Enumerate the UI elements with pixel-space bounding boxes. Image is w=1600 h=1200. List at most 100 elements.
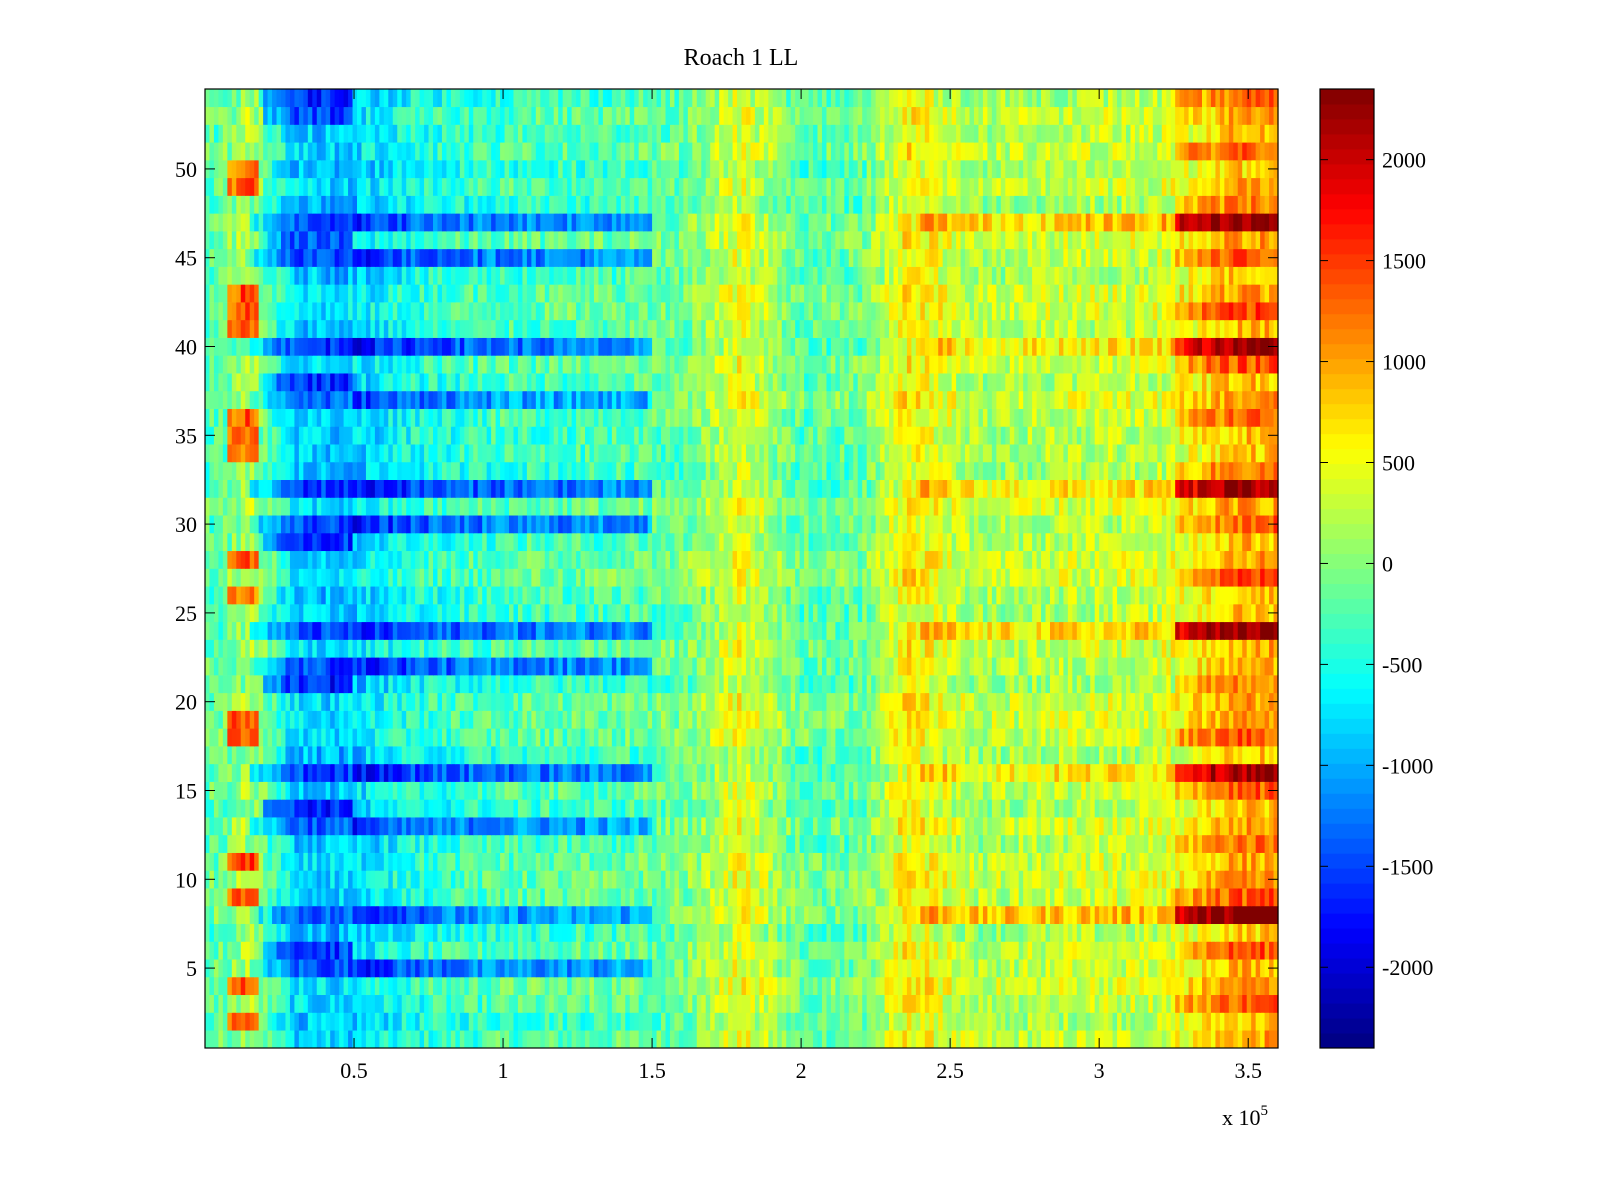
heatmap-cell bbox=[1112, 781, 1118, 800]
heatmap-cell bbox=[1023, 923, 1029, 942]
heatmap-cell bbox=[674, 1030, 680, 1049]
heatmap-cell bbox=[227, 817, 233, 836]
heatmap-cell bbox=[240, 959, 246, 978]
heatmap-cell bbox=[781, 1012, 787, 1031]
heatmap-cell bbox=[446, 1030, 452, 1049]
heatmap-cell bbox=[370, 728, 376, 747]
heatmap-cell bbox=[1188, 852, 1194, 871]
heatmap-cell bbox=[1058, 888, 1064, 907]
heatmap-cell bbox=[294, 746, 300, 765]
heatmap-cell bbox=[410, 923, 416, 942]
heatmap-cell bbox=[625, 941, 631, 960]
heatmap-cell bbox=[701, 817, 707, 836]
heatmap-cell bbox=[567, 710, 573, 729]
heatmap-cell bbox=[732, 852, 738, 871]
heatmap-cell bbox=[951, 976, 957, 996]
heatmap-cell bbox=[245, 1012, 251, 1031]
heatmap-cell bbox=[1219, 941, 1225, 960]
heatmap-cell bbox=[441, 746, 448, 765]
heatmap-cell bbox=[808, 852, 814, 871]
heatmap-cell bbox=[813, 763, 819, 782]
heatmap-cell bbox=[571, 675, 577, 694]
heatmap-cell bbox=[942, 675, 948, 694]
heatmap-cell bbox=[669, 692, 676, 711]
heatmap-cell bbox=[459, 728, 465, 747]
heatmap-cell bbox=[638, 746, 644, 765]
heatmap-cell bbox=[982, 692, 988, 711]
heatmap-cell bbox=[464, 923, 470, 942]
heatmap-cell bbox=[638, 728, 644, 747]
heatmap-cell bbox=[1152, 710, 1158, 729]
heatmap-cell bbox=[285, 888, 291, 907]
heatmap-cell bbox=[1081, 852, 1087, 871]
heatmap-cell bbox=[759, 870, 765, 889]
heatmap-cell bbox=[1032, 923, 1038, 942]
heatmap-cell bbox=[361, 763, 367, 782]
heatmap-cell bbox=[1193, 852, 1199, 871]
heatmap-cell bbox=[1210, 994, 1217, 1013]
heatmap-cell bbox=[585, 675, 591, 694]
heatmap-cell bbox=[343, 1012, 349, 1031]
heatmap-cell bbox=[388, 817, 394, 836]
heatmap-cell bbox=[652, 1030, 658, 1049]
heatmap-cell bbox=[562, 888, 568, 907]
heatmap-cell bbox=[517, 905, 524, 924]
heatmap-cell bbox=[267, 710, 273, 729]
heatmap-cell bbox=[361, 781, 367, 800]
heatmap-cell bbox=[433, 746, 439, 765]
heatmap-cell bbox=[473, 905, 479, 924]
heatmap-cell bbox=[245, 746, 251, 765]
heatmap-cell bbox=[383, 763, 389, 782]
heatmap-cell bbox=[312, 888, 318, 907]
heatmap-cell bbox=[459, 763, 465, 782]
heatmap-cell bbox=[397, 763, 403, 782]
heatmap-cell bbox=[768, 728, 774, 747]
heatmap-cell bbox=[1269, 799, 1275, 818]
heatmap-cell bbox=[231, 941, 237, 960]
heatmap-cell bbox=[325, 728, 331, 747]
heatmap-cell bbox=[424, 976, 430, 996]
heatmap-cell bbox=[956, 746, 962, 765]
heatmap-cell bbox=[647, 817, 653, 836]
heatmap-cell bbox=[1206, 746, 1212, 765]
heatmap-cell bbox=[298, 834, 304, 853]
heatmap-cell bbox=[205, 799, 211, 818]
heatmap-cell bbox=[924, 799, 930, 818]
heatmap-cell bbox=[719, 728, 725, 747]
heatmap-cell bbox=[683, 728, 689, 747]
heatmap-cell bbox=[723, 923, 729, 942]
heatmap-cell bbox=[1036, 905, 1042, 924]
heatmap-cell bbox=[334, 692, 340, 711]
heatmap-cell bbox=[678, 834, 684, 853]
heatmap-cell bbox=[741, 799, 747, 818]
heatmap-cell bbox=[781, 763, 787, 782]
heatmap-cell bbox=[1103, 1030, 1109, 1049]
heatmap-cell bbox=[1233, 799, 1239, 818]
heatmap-cell bbox=[1009, 710, 1015, 729]
heatmap-cell bbox=[576, 763, 582, 782]
heatmap-cell bbox=[437, 994, 443, 1013]
heatmap-cell bbox=[1273, 1030, 1279, 1049]
heatmap-cell bbox=[379, 976, 385, 996]
heatmap-cell bbox=[598, 710, 604, 729]
heatmap-cell bbox=[285, 959, 291, 978]
heatmap-cell bbox=[526, 1030, 532, 1049]
heatmap-cell bbox=[383, 799, 389, 818]
heatmap-cell bbox=[464, 905, 470, 924]
heatmap-cell bbox=[1237, 870, 1243, 889]
heatmap-cell bbox=[365, 870, 372, 889]
heatmap-cell bbox=[804, 888, 810, 907]
heatmap-cell bbox=[1009, 994, 1015, 1013]
heatmap-cell bbox=[960, 763, 966, 782]
heatmap-cell bbox=[741, 852, 747, 871]
heatmap-cell bbox=[1000, 799, 1006, 818]
heatmap-cell bbox=[1273, 888, 1279, 907]
heatmap-cell bbox=[799, 1012, 805, 1031]
heatmap-cell bbox=[965, 923, 971, 942]
heatmap-cell bbox=[942, 905, 948, 924]
heatmap-cell bbox=[620, 976, 626, 996]
heatmap-cell bbox=[343, 799, 349, 818]
heatmap-cell bbox=[1054, 923, 1060, 942]
heatmap-cell bbox=[236, 905, 242, 924]
heatmap-cell bbox=[719, 994, 725, 1013]
